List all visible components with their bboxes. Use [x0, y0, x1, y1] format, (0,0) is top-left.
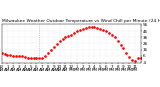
- Text: Milwaukee Weather Outdoor Temperature vs Wind Chill per Minute (24 Hours): Milwaukee Weather Outdoor Temperature vs…: [2, 19, 160, 23]
